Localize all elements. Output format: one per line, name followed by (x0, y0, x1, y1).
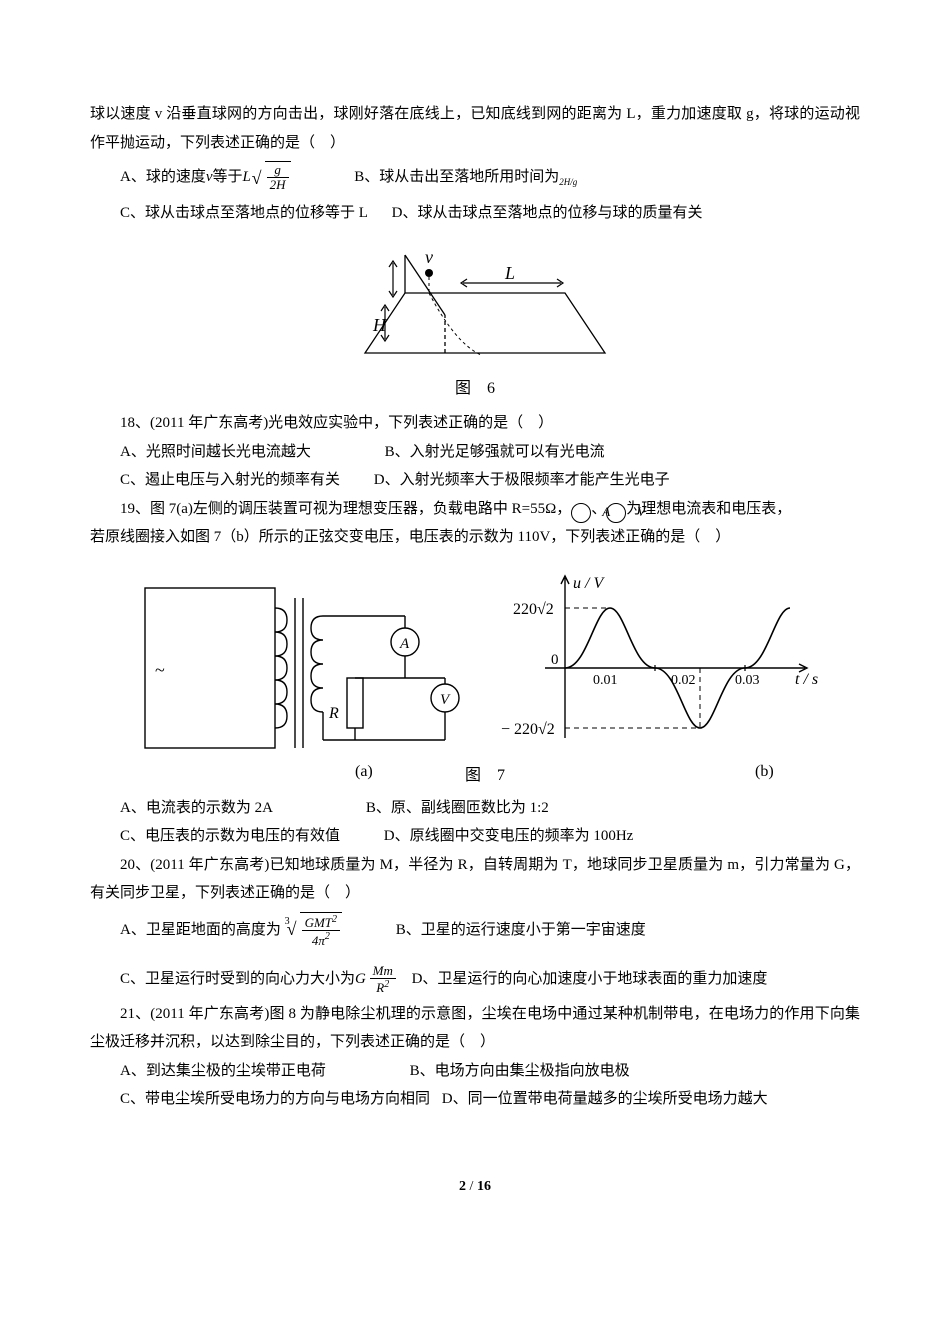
opt-b: B、球从击出至落地所用时间为2H/g (354, 163, 577, 192)
q20-opts-1: A、卫星距地面的高度为 3 GMT2 4π2 B、卫星的运行速度小于第一宇宙速度 (120, 912, 860, 948)
svg-text:0: 0 (551, 652, 559, 668)
q20-stem: 20、(2011 年广东高考)已知地球质量为 M，半径为 R，自转周期为 T，地… (90, 851, 860, 908)
q19-d: D、原线圈中交变电压的频率为 100Hz (384, 828, 634, 844)
frac-num: Mm (370, 964, 396, 979)
svg-text:~: ~ (155, 660, 165, 680)
q21-b: B、电场方向由集尘极指向放电极 (410, 1063, 630, 1079)
svg-text:R: R (328, 705, 339, 722)
svg-text:(b): (b) (755, 763, 774, 780)
var-v: v (206, 163, 213, 192)
q21-c: C、带电尘埃所受电场力的方向与电场方向相同 (120, 1091, 430, 1107)
page-number: 2 (459, 1179, 466, 1194)
svg-text:v: v (425, 247, 433, 267)
q19-c: C、电压表的示数为电压的有效值 (120, 828, 340, 844)
frac-den: 2H (267, 178, 289, 192)
q17-stem: 球以速度 v 沿垂直球网的方向击出，球刚好落在底线上，已知底线到网的距离为 L，… (90, 100, 860, 157)
page-total: 16 (477, 1179, 491, 1194)
q19-stem2: 若原线圈接入如图 7（b）所示的正弦交变电压，电压表的示数为 110V，下列表述… (90, 523, 860, 552)
q21-d: D、同一位置带电荷量越多的尘埃所受电场力越大 (442, 1091, 768, 1107)
q18-opts-1: A、光照时间越长光电流越大 B、入射光足够强就可以有光电流 (90, 438, 860, 467)
svg-text:0.03: 0.03 (735, 673, 760, 688)
ammeter-icon: A (571, 503, 591, 523)
q18-b: B、入射光足够强就可以有光电流 (385, 444, 605, 460)
frac-den: R2 (370, 979, 396, 996)
q19-opts-2: C、电压表的示数为电压的有效值 D、原线圈中交变电压的频率为 100Hz (90, 822, 860, 851)
q20-opts-2: C、卫星运行时受到的向心力大小为G Mm R2 D、卫星运行的向心加速度小于地球… (120, 964, 860, 996)
q20-c-pre: C、卫星运行时受到的向心力大小为 (120, 965, 355, 994)
q21-opts-2: C、带电尘埃所受电场力的方向与电场方向相同 D、同一位置带电荷量越多的尘埃所受电… (90, 1085, 860, 1114)
svg-text:V: V (440, 692, 451, 708)
svg-text:A: A (399, 636, 410, 652)
opt-d: D、球从击球点至落地点的位移与球的质量有关 (392, 199, 703, 228)
var-L: L (243, 163, 251, 192)
frac-den: 4π2 (302, 931, 340, 948)
q19-stem-a: 19、图 7(a)左侧的调压装置可视为理想变压器，负载电路中 R=55Ω， (120, 501, 571, 517)
opt-a-pre: A、球的速度 (120, 163, 206, 192)
q18-a: A、光照时间越长光电流越大 (120, 444, 311, 460)
opt-b-text: B、球从击出至落地所用时间为 (354, 163, 559, 192)
svg-text:t / s: t / s (795, 671, 818, 688)
q18-d: D、入射光频率大于极限频率才能产生光电子 (374, 472, 670, 488)
q19-opts-1: A、电流表的示数为 2A B、原、副线圈匝数比为 1:2 (90, 794, 860, 823)
svg-text:0.02: 0.02 (671, 673, 696, 688)
q18-c: C、遏止电压与入射光的频率有关 (120, 472, 340, 488)
sqrt-icon: GMT2 4π2 (290, 912, 342, 948)
opt-a: A、球的速度 v 等于 L g2H (120, 161, 291, 193)
svg-text:220√2: 220√2 (513, 601, 554, 618)
q18-opts-2: C、遏止电压与入射光的频率有关 D、入射光频率大于极限频率才能产生光电子 (90, 466, 860, 495)
voltmeter-icon: V (606, 503, 626, 523)
q20-b: B、卫星的运行速度小于第一宇宙速度 (396, 916, 646, 945)
q19-stem-c: 为理想电流表和电压表， (626, 501, 791, 517)
svg-text:0.01: 0.01 (593, 673, 618, 688)
var-G: G (355, 965, 366, 994)
figure-7: ~ A V R (a) u / V 220√2 0 − 220√2 0.01 0… (90, 558, 860, 788)
page-sep: / (466, 1179, 477, 1194)
svg-text:− 220√2: − 220√2 (501, 721, 555, 738)
svg-text:u / V: u / V (573, 575, 605, 592)
tiny-frac-icon: 2H/g (559, 174, 577, 191)
q17-options: A、球的速度 v 等于 L g2H B、球从击出至落地所用时间为2H/g C、球… (120, 161, 860, 227)
opt-c: C、球从击球点至落地点的位移等于 L (120, 199, 368, 228)
q18-stem: 18、(2011 年广东高考)光电效应实验中，下列表述正确的是（ ） (90, 409, 860, 438)
q19-stem: 19、图 7(a)左侧的调压装置可视为理想变压器，负载电路中 R=55Ω，A、V… (90, 495, 860, 524)
frac-num: g (267, 163, 289, 178)
q21-a: A、到达集尘极的尘埃带正电荷 (120, 1063, 326, 1079)
q21-opts-1: A、到达集尘极的尘埃带正电荷 B、电场方向由集尘极指向放电极 (90, 1057, 860, 1086)
q20-d: D、卫星运行的向心加速度小于地球表面的重力加速度 (412, 965, 768, 994)
q19-sep: 、 (591, 501, 606, 517)
svg-text:图 7: 图 7 (465, 767, 505, 784)
svg-text:(a): (a) (355, 763, 373, 780)
q20-a-pre: A、卫星距地面的高度为 (120, 916, 281, 945)
q19-b: B、原、副线圈匝数比为 1:2 (366, 800, 549, 816)
sqrt-icon: g2H (255, 161, 291, 193)
opt-a-mid: 等于 (213, 163, 243, 192)
svg-text:图 6: 图 6 (455, 380, 495, 397)
svg-text:L: L (504, 263, 515, 283)
q20-c: C、卫星运行时受到的向心力大小为G Mm R2 (120, 964, 396, 996)
q20-a: A、卫星距地面的高度为 3 GMT2 4π2 (120, 912, 342, 948)
page-footer: 2 / 16 (90, 1174, 860, 1201)
q19-a: A、电流表的示数为 2A (120, 800, 272, 816)
q21-stem: 21、(2011 年广东高考)图 8 为静电除尘机理的示意图，尘埃在电场中通过某… (90, 1000, 860, 1057)
figure-6: v H L 图 6 (90, 233, 860, 403)
frac-num: GMT2 (302, 914, 340, 932)
